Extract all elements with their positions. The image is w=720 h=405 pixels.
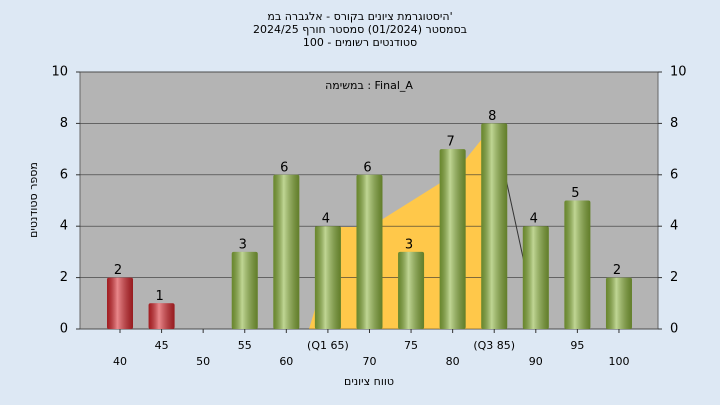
y-tick-label: 4 — [60, 219, 68, 234]
y-axis-label: מספר סטודנטים — [27, 162, 40, 238]
bar-shine — [231, 251, 258, 329]
x-tick-label: 40 — [113, 355, 127, 368]
value-label: 6 — [363, 160, 371, 175]
y2-tick-label: 8 — [670, 116, 678, 131]
x-tick-label: (Q3 85) — [473, 339, 515, 352]
value-label: 8 — [488, 109, 496, 124]
y-tick-label: 8 — [60, 116, 68, 131]
x-tick-label: (Q1 65) — [307, 339, 349, 352]
chart-subtitle: בסמסטר (01/2024) סמסטר חורף 2024/25 — [253, 23, 467, 36]
value-label: 6 — [280, 160, 288, 175]
y2-tick-label: 2 — [670, 270, 678, 285]
x-tick-label: 45 — [155, 339, 169, 352]
value-label: 5 — [571, 186, 579, 201]
chart-title: היסטוגרמת ציונים בקורס - אלגברה במ' — [267, 10, 452, 23]
bar-shine — [107, 277, 133, 329]
bar-shine — [314, 226, 341, 329]
value-label: 3 — [239, 237, 247, 252]
x-tick-label: 100 — [608, 355, 629, 368]
x-tick-label: 75 — [404, 339, 418, 352]
value-label: 7 — [446, 135, 454, 150]
x-tick-label: 60 — [279, 355, 293, 368]
bar-shine — [605, 277, 632, 329]
bar-shine — [148, 303, 175, 329]
whisker — [503, 169, 525, 263]
x-tick-label: 95 — [570, 339, 584, 352]
y-tick-label: 10 — [51, 65, 68, 80]
y2-tick-label: 0 — [670, 322, 678, 337]
value-label: 1 — [155, 289, 163, 304]
x-axis-label: טווח ציונים — [344, 375, 394, 388]
bar-shine — [564, 200, 591, 329]
value-label: 2 — [613, 263, 621, 278]
y-tick-label: 0 — [60, 322, 68, 337]
x-tick-label: 90 — [529, 355, 543, 368]
x-tick-label: 55 — [238, 339, 252, 352]
bar-shine — [273, 174, 300, 329]
y-tick-label: 2 — [60, 270, 68, 285]
annotation: במשימה : Final_A — [325, 79, 413, 92]
value-label: 4 — [322, 212, 330, 227]
value-label: 4 — [530, 212, 538, 227]
y2-tick-label: 6 — [670, 167, 678, 182]
x-tick-label: 70 — [362, 355, 376, 368]
bar-shine — [398, 251, 425, 329]
bar-shine — [481, 123, 508, 330]
x-tick-label: 50 — [196, 355, 210, 368]
value-label: 2 — [114, 263, 122, 278]
y2-tick-label: 4 — [670, 219, 678, 234]
y-tick-label: 6 — [60, 167, 68, 182]
chart-note: סטודנטים רשומים - 100 — [303, 36, 417, 49]
bar-shine — [522, 226, 549, 329]
bar-shine — [356, 174, 383, 329]
bar-shine — [439, 149, 466, 329]
value-label: 3 — [405, 237, 413, 252]
x-tick-label: 80 — [446, 355, 460, 368]
y2-tick-label: 10 — [670, 65, 687, 80]
